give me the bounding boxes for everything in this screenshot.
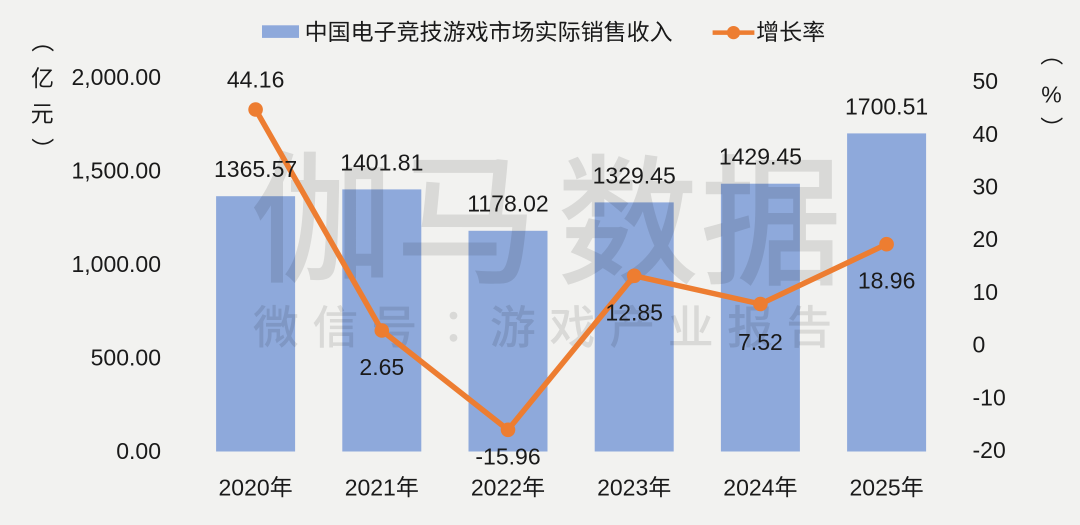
svg-text:2023: 2023 [597, 474, 648, 500]
svg-text:-15.96: -15.96 [475, 444, 540, 470]
svg-text:0.00: 0.00 [116, 438, 161, 464]
svg-text:7.52: 7.52 [738, 329, 783, 355]
svg-text:12.85: 12.85 [605, 300, 663, 326]
svg-text:2024: 2024 [723, 474, 774, 500]
svg-text:1178.02: 1178.02 [467, 191, 548, 217]
svg-text:10: 10 [973, 279, 999, 305]
svg-text:1429.45: 1429.45 [719, 144, 802, 170]
svg-text:2021: 2021 [345, 474, 396, 500]
svg-text:2022: 2022 [471, 474, 522, 500]
svg-text:2,000.00: 2,000.00 [71, 64, 161, 90]
svg-text:40: 40 [973, 121, 999, 147]
svg-text:30: 30 [973, 174, 999, 200]
svg-text:%: % [1041, 81, 1061, 107]
svg-text:50: 50 [973, 68, 999, 94]
svg-text:-10: -10 [973, 384, 1006, 410]
svg-text:2.65: 2.65 [359, 354, 404, 380]
svg-text:0: 0 [973, 332, 986, 358]
svg-text:1,000.00: 1,000.00 [71, 251, 161, 277]
svg-text:2020: 2020 [219, 474, 270, 500]
svg-text:1700.51: 1700.51 [845, 93, 928, 119]
svg-text:500.00: 500.00 [91, 345, 161, 371]
svg-text:1365.57: 1365.57 [214, 156, 297, 182]
svg-text:44.16: 44.16 [227, 66, 285, 92]
svg-text:2025: 2025 [850, 474, 901, 500]
svg-text:1329.45: 1329.45 [593, 162, 676, 188]
svg-text:1,500.00: 1,500.00 [71, 157, 161, 183]
svg-text:18.96: 18.96 [858, 267, 916, 293]
svg-text:-20: -20 [973, 437, 1006, 463]
svg-text:20: 20 [973, 226, 999, 252]
svg-text:1401.81: 1401.81 [340, 149, 423, 175]
